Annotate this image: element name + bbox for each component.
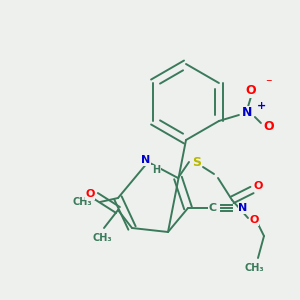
Text: S: S [193, 155, 202, 169]
Text: O: O [264, 121, 274, 134]
Text: CH₃: CH₃ [244, 263, 264, 273]
Text: ⁻: ⁻ [265, 77, 272, 90]
Text: H: H [152, 165, 160, 175]
Text: N: N [141, 155, 151, 165]
Text: O: O [85, 189, 95, 199]
Text: C: C [209, 203, 217, 213]
Text: CH₃: CH₃ [92, 233, 112, 243]
Text: N: N [238, 203, 247, 213]
Text: +: + [257, 101, 266, 111]
Text: O: O [249, 215, 259, 225]
Text: O: O [253, 181, 263, 191]
Text: CH₃: CH₃ [72, 197, 92, 207]
Text: N: N [242, 106, 252, 119]
Text: O: O [246, 85, 256, 98]
